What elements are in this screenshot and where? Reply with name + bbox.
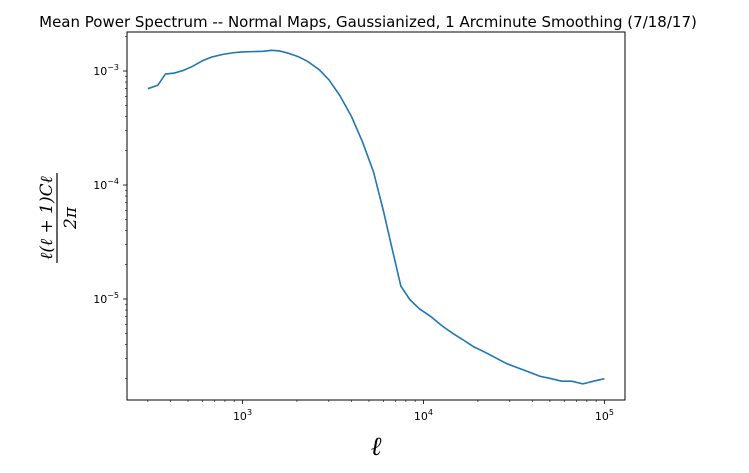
- x-tick-label: 105: [595, 408, 614, 423]
- plot-area: [126, 31, 626, 401]
- y-axis-label: ℓ(ℓ + 1)Cℓ 2π: [37, 173, 81, 263]
- y-tick-label: 10−5: [93, 291, 119, 306]
- y-axis-label-denominator: 2π: [61, 206, 81, 230]
- y-tick-label: 10−3: [93, 63, 119, 78]
- axes-frame: [126, 31, 626, 401]
- chart-title: Mean Power Spectrum -- Normal Maps, Gaus…: [39, 13, 697, 31]
- y-axis-label-numerator: ℓ(ℓ + 1)Cℓ: [37, 176, 57, 259]
- y-tick-label: 10−4: [93, 177, 119, 192]
- y-axis-ticks: 10−5 10−4 10−3: [93, 36, 127, 379]
- x-tick-label: 103: [233, 408, 252, 423]
- x-axis-ticks: 103 104 105: [147, 400, 614, 423]
- x-axis-label: ℓ: [371, 432, 382, 462]
- x-tick-label: 104: [414, 408, 433, 423]
- series-line: [147, 49, 605, 385]
